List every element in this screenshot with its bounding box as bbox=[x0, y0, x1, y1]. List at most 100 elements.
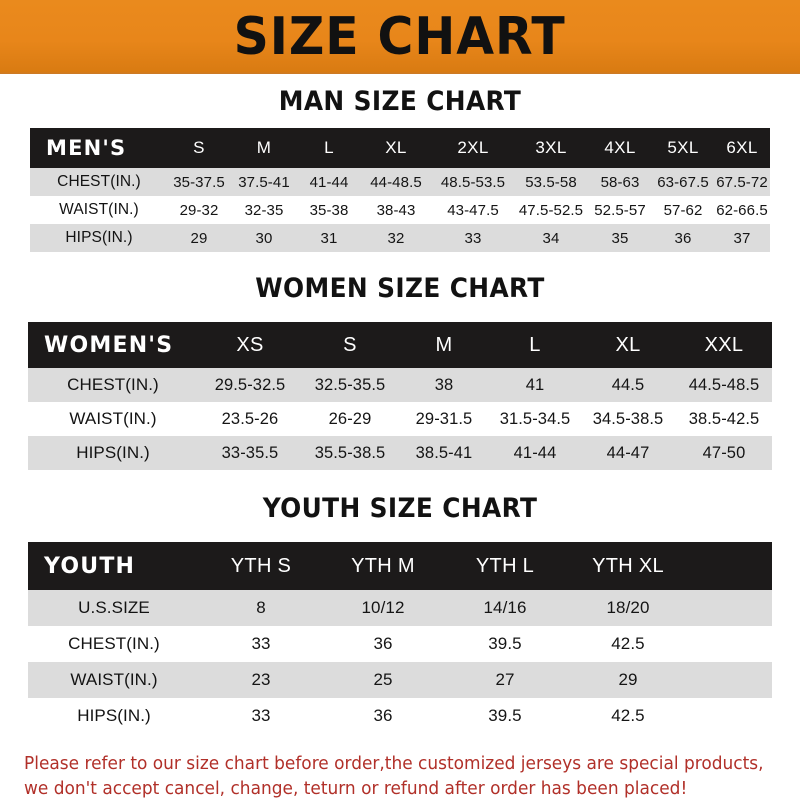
table-cell: 44.5-48.5 bbox=[688, 375, 760, 394]
table-cell: 31 bbox=[320, 229, 338, 247]
youth-corner-label: YOUTH bbox=[44, 553, 136, 579]
table-cell: 23 bbox=[251, 670, 271, 689]
table-cell: 34 bbox=[542, 229, 560, 247]
table-cell: 44.5 bbox=[611, 375, 645, 394]
men-size-table: MEN'S S M L XL 2XL 3XL 4XL 5XL 6XL CHEST… bbox=[30, 128, 770, 252]
men-row-label: CHEST(IN.) bbox=[57, 173, 141, 190]
table-cell: 29-31.5 bbox=[415, 409, 473, 428]
women-row-label: WAIST(IN.) bbox=[69, 409, 157, 428]
men-corner-label: MEN'S bbox=[46, 136, 127, 160]
table-cell: 14/16 bbox=[483, 598, 527, 617]
table-cell: 35-37.5 bbox=[173, 173, 225, 191]
women-row-label: HIPS(IN.) bbox=[76, 443, 150, 462]
men-col-header: 6XL bbox=[726, 138, 758, 157]
men-col-header: 3XL bbox=[535, 138, 567, 157]
women-section-title: WOMEN SIZE CHART bbox=[255, 273, 545, 304]
table-cell: 53.5-58 bbox=[525, 173, 577, 191]
table-cell: 48.5-53.5 bbox=[440, 173, 506, 191]
table-cell: 29 bbox=[618, 670, 638, 689]
women-col-header: L bbox=[529, 333, 541, 356]
table-cell-empty bbox=[690, 590, 772, 626]
men-col-header: 2XL bbox=[457, 138, 489, 157]
table-cell: 57-62 bbox=[663, 201, 703, 219]
men-table-header-row: MEN'S S M L XL 2XL 3XL 4XL 5XL 6XL bbox=[30, 128, 770, 168]
table-cell: 8 bbox=[256, 598, 266, 617]
women-row-label: CHEST(IN.) bbox=[67, 375, 159, 394]
table-cell: 35-38 bbox=[309, 201, 349, 219]
table-cell: 33 bbox=[464, 229, 482, 247]
table-row: U.S.SIZE 8 10/12 14/16 18/20 bbox=[28, 590, 772, 626]
women-size-table: WOMEN'S XS S M L XL XXL CHEST(IN.) 29.5-… bbox=[28, 322, 772, 470]
table-row: WAIST(IN.) 23 25 27 29 bbox=[28, 662, 772, 698]
table-row: CHEST(IN.) 29.5-32.5 32.5-35.5 38 41 44.… bbox=[28, 368, 772, 402]
table-cell: 32.5-35.5 bbox=[314, 375, 386, 394]
women-col-header: S bbox=[343, 333, 357, 356]
table-cell: 38.5-41 bbox=[415, 443, 473, 462]
table-cell: 31.5-34.5 bbox=[499, 409, 571, 428]
table-cell: 43-47.5 bbox=[447, 201, 499, 219]
youth-col-header: YTH S bbox=[230, 554, 292, 577]
table-cell: 36 bbox=[373, 706, 393, 725]
table-cell: 38-43 bbox=[376, 201, 416, 219]
men-col-header: 4XL bbox=[604, 138, 636, 157]
table-cell: 44-48.5 bbox=[370, 173, 422, 191]
table-cell: 10/12 bbox=[361, 598, 405, 617]
table-cell: 38 bbox=[434, 375, 454, 394]
table-cell: 35 bbox=[611, 229, 629, 247]
table-cell: 47.5-52.5 bbox=[518, 201, 584, 219]
youth-col-header: YTH XL bbox=[592, 554, 664, 577]
youth-table-header-row: YOUTH YTH S YTH M YTH L YTH XL bbox=[28, 542, 772, 590]
table-cell: 27 bbox=[495, 670, 515, 689]
table-cell: 67.5-72 bbox=[716, 173, 768, 191]
men-col-header: M bbox=[256, 138, 272, 157]
youth-section-title: YOUTH SIZE CHART bbox=[262, 493, 538, 524]
youth-size-table: YOUTH YTH S YTH M YTH L YTH XL U.S.SIZE … bbox=[28, 542, 772, 734]
table-row: HIPS(IN.) 29 30 31 32 33 34 35 36 37 bbox=[30, 224, 770, 252]
table-cell: 44-47 bbox=[606, 443, 650, 462]
table-row: CHEST(IN.) 33 36 39.5 42.5 bbox=[28, 626, 772, 662]
table-cell: 32-35 bbox=[244, 201, 284, 219]
table-cell: 29 bbox=[190, 229, 208, 247]
table-row: CHEST(IN.) 35-37.5 37.5-41 41-44 44-48.5… bbox=[30, 168, 770, 196]
table-cell: 36 bbox=[674, 229, 692, 247]
table-cell: 30 bbox=[255, 229, 273, 247]
table-cell-empty bbox=[690, 662, 772, 698]
women-table-header-row: WOMEN'S XS S M L XL XXL bbox=[28, 322, 772, 368]
order-policy-line-2: we don't accept cancel, change, teturn o… bbox=[24, 779, 688, 799]
women-col-header: M bbox=[435, 333, 453, 356]
men-size-section: MAN SIZE CHART MEN'S S M L XL 2XL 3XL 4X… bbox=[0, 87, 800, 252]
table-cell: 63-67.5 bbox=[657, 173, 709, 191]
table-cell: 39.5 bbox=[488, 634, 522, 653]
youth-col-header: YTH L bbox=[475, 554, 535, 577]
order-policy-line-1: Please refer to our size chart before or… bbox=[24, 754, 764, 774]
table-cell: 33 bbox=[251, 706, 271, 725]
table-cell: 37.5-41 bbox=[238, 173, 290, 191]
youth-row-label: CHEST(IN.) bbox=[68, 634, 160, 653]
women-size-section: WOMEN SIZE CHART WOMEN'S XS S M L XL XXL… bbox=[0, 274, 800, 470]
table-cell: 26-29 bbox=[328, 409, 372, 428]
men-col-header: L bbox=[324, 138, 334, 157]
size-chart-banner: SIZE CHART bbox=[0, 0, 800, 74]
table-cell: 58-63 bbox=[600, 173, 640, 191]
youth-row-label: WAIST(IN.) bbox=[70, 670, 158, 689]
table-cell: 32 bbox=[387, 229, 405, 247]
order-policy-note: Please refer to our size chart before or… bbox=[24, 752, 764, 802]
table-cell: 37 bbox=[733, 229, 751, 247]
table-cell: 47-50 bbox=[702, 443, 746, 462]
table-cell: 52.5-57 bbox=[594, 201, 646, 219]
table-cell-empty bbox=[690, 626, 772, 662]
table-cell: 33-35.5 bbox=[221, 443, 279, 462]
youth-col-header: YTH M bbox=[351, 554, 415, 577]
table-cell: 25 bbox=[373, 670, 393, 689]
table-cell: 41-44 bbox=[309, 173, 349, 191]
youth-col-header-empty bbox=[690, 542, 772, 590]
table-row: WAIST(IN.) 29-32 32-35 35-38 38-43 43-47… bbox=[30, 196, 770, 224]
table-cell: 42.5 bbox=[611, 706, 645, 725]
table-cell-empty bbox=[690, 698, 772, 734]
table-cell: 62-66.5 bbox=[716, 201, 768, 219]
table-cell: 18/20 bbox=[606, 598, 650, 617]
table-row: WAIST(IN.) 23.5-26 26-29 29-31.5 31.5-34… bbox=[28, 402, 772, 436]
men-col-header: XL bbox=[385, 138, 407, 157]
men-row-label: WAIST(IN.) bbox=[59, 201, 139, 218]
table-cell: 41-44 bbox=[513, 443, 557, 462]
